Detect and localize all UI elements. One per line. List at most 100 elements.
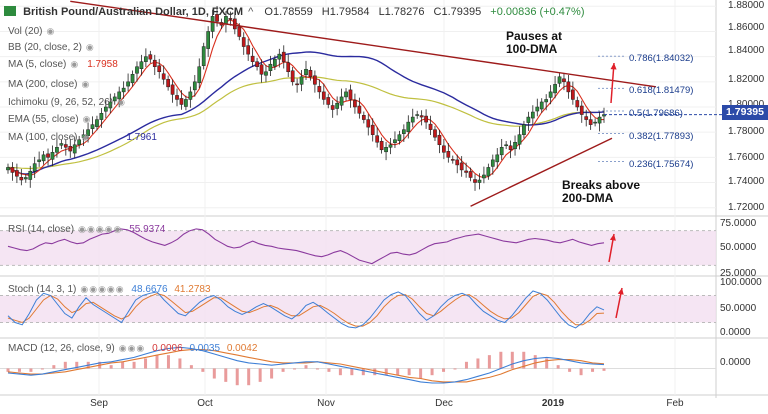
visibility-icon[interactable]: ◉ [81, 79, 91, 89]
indicator-ma5[interactable]: MA (5, close) ◉ 1.7958 [8, 59, 118, 70]
macd-hist-bar [109, 365, 113, 369]
macd-hist-bar [338, 368, 342, 376]
macd-hist-bar [315, 368, 319, 370]
indicator-label: MA (5, close) [8, 59, 67, 70]
indicator-vol[interactable]: Vol (20) ◉ [8, 26, 55, 37]
candle-body [179, 98, 184, 105]
candle-body [330, 105, 335, 110]
candle-body [397, 134, 402, 141]
macd-hist-bar [407, 368, 411, 376]
candle-body [490, 159, 495, 167]
candle-body [104, 106, 108, 112]
stoch-tick: 0.0000 [720, 327, 751, 338]
candle-body [188, 91, 193, 100]
candle-body [557, 76, 562, 84]
macd-hist-bar [304, 365, 308, 369]
visibility-icon[interactable]: ◉ [117, 97, 126, 107]
uptrend-arrow-head [610, 63, 617, 70]
fib-label-0236: 0.236(1.75674) [629, 159, 694, 170]
visibility-icon[interactable]: ◉◉◉◉◉ [78, 224, 123, 234]
candle-body [286, 62, 291, 73]
macd-hist-bar [487, 355, 491, 369]
stoch-legend[interactable]: Stoch (14, 3, 1) ◉◉◉◉◉ 48.6676 41.2783 [8, 284, 211, 295]
visibility-icon[interactable]: ◉ [46, 26, 56, 36]
ohlc-close: C1.79395 [433, 6, 482, 18]
price-tick: 1.84000 [728, 45, 765, 56]
macd-hist-bar [189, 365, 193, 369]
fib-label-0618: 0.618(1.81479) [629, 85, 694, 96]
indicator-label: EMA (55, close) [8, 114, 79, 125]
candle-body [201, 46, 206, 66]
indicator-ma200[interactable]: MA (200, close) ◉ [8, 79, 90, 90]
support-trendline [470, 137, 613, 207]
symbol-dropdown-icon[interactable] [4, 6, 16, 16]
candle-body [161, 73, 166, 80]
candle-body [335, 102, 339, 109]
rsi-legend[interactable]: RSI (14, close) ◉◉◉◉◉ 55.9374 [8, 224, 165, 235]
candle-body [517, 134, 522, 145]
indicator-ma100[interactable]: MA (100, close) ◉ 1.7961 [8, 132, 157, 143]
macd-hist-bar [281, 368, 285, 372]
visibility-icon[interactable]: ◉ [81, 132, 91, 142]
macd-hist-bar [6, 368, 10, 372]
candle-body [95, 119, 99, 127]
macd-hist-bar [533, 355, 537, 369]
macd-hist-bar [396, 368, 400, 376]
candle-body [593, 121, 597, 124]
x-tick: Dec [435, 398, 453, 409]
candle-body [277, 53, 282, 60]
ma100-value: 1.7961 [126, 132, 157, 143]
fib-label-0786: 0.786(1.84032) [629, 53, 694, 64]
candle-body [170, 84, 175, 95]
candle-body [317, 86, 322, 93]
candle-body [455, 159, 460, 166]
candle-body [228, 18, 233, 20]
visibility-icon[interactable]: ◉ [85, 42, 95, 52]
indicator-bb[interactable]: BB (20, close, 2) ◉ [8, 42, 95, 53]
candle-body [562, 78, 566, 83]
candle-body [46, 153, 50, 158]
candle-body [299, 76, 304, 85]
macd-hist-bar [361, 368, 365, 376]
macd-hist-bar [430, 368, 434, 376]
candle-body [152, 59, 157, 67]
candle-body [246, 45, 251, 55]
collapse-icon[interactable]: ^ [248, 6, 254, 18]
visibility-icon[interactable]: ◉◉◉◉◉ [80, 284, 125, 294]
price-tick: 1.86000 [728, 22, 765, 33]
candle-body [526, 116, 531, 123]
fib-label-05: 0.5(1.79686) [629, 108, 683, 119]
candle-body [72, 144, 77, 154]
macd-hist-bar [510, 351, 514, 369]
candle-body [126, 81, 130, 87]
candle-body [473, 179, 477, 183]
rsi-line [7, 228, 605, 265]
candle-body [241, 37, 246, 47]
candle-body [237, 26, 242, 37]
macd-legend[interactable]: MACD (12, 26, close, 9) ◉◉◉ 0.0006 0.0035… [8, 343, 257, 354]
candle-body [513, 141, 517, 150]
macd-hist-bar [17, 368, 21, 372]
macd-value: 0.0035 [189, 343, 221, 354]
candle-body [37, 159, 41, 162]
candle-body [459, 162, 464, 171]
indicator-label: BB (20, close, 2) [8, 42, 82, 53]
stoch-tick: 100.0000 [720, 277, 762, 288]
visibility-icon[interactable]: ◉ [82, 114, 92, 124]
rsi-tick: 50.0000 [720, 242, 757, 253]
visibility-icon[interactable]: ◉◉◉ [118, 343, 146, 353]
candle-body [437, 134, 442, 146]
macd-hist-bar [602, 368, 606, 371]
indicator-ema55[interactable]: EMA (55, close) ◉ [8, 114, 91, 125]
candle-body [232, 18, 237, 30]
macd-hist-bar [132, 361, 136, 369]
candle-body [419, 115, 424, 118]
candle-body [370, 124, 375, 135]
macd-hist-bar [384, 368, 388, 376]
candle-body [548, 91, 553, 98]
x-tick: Feb [666, 398, 684, 409]
indicator-ichimoku[interactable]: Ichimoku (9, 26, 52, 26) ◉ [8, 97, 126, 108]
candle-body [121, 87, 126, 93]
macd-hist-bar [201, 368, 205, 372]
visibility-icon[interactable]: ◉ [70, 59, 80, 69]
